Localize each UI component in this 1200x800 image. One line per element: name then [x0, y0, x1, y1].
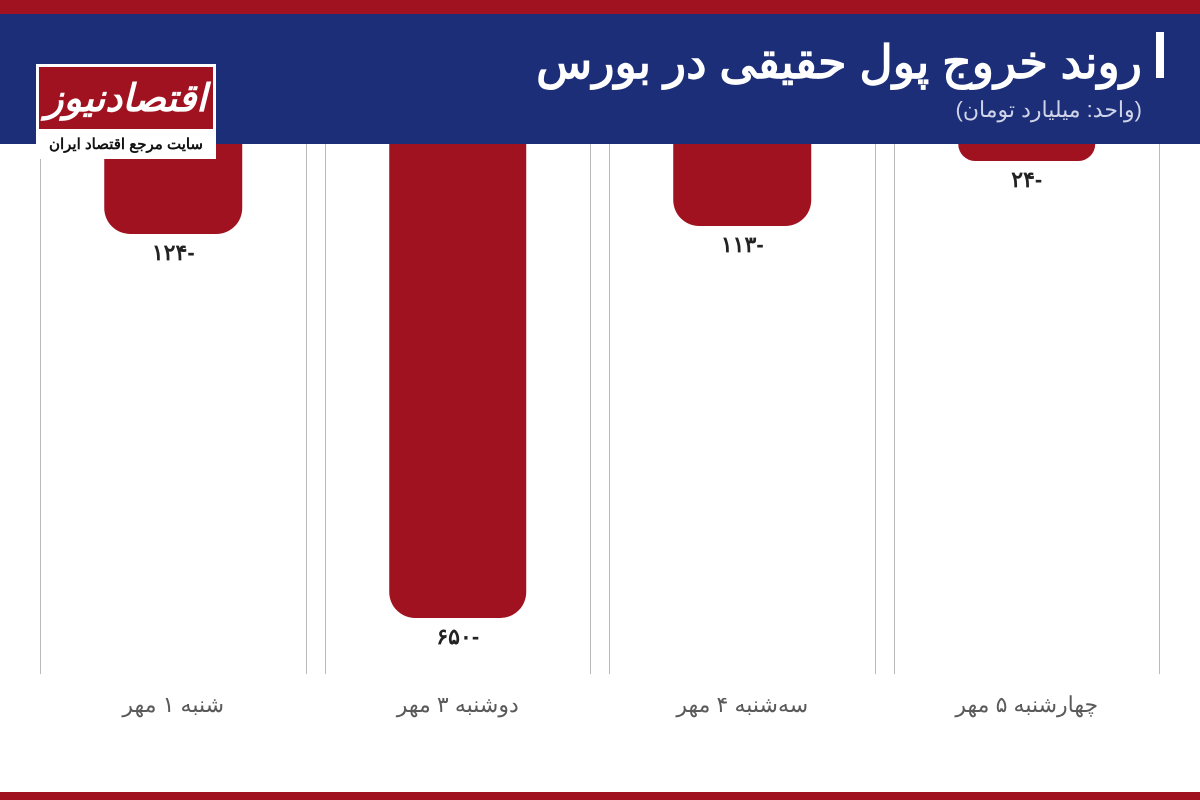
chart-column: -۱۱۳	[609, 144, 876, 734]
bar	[673, 144, 811, 226]
bar-wrap: -۱۱۳	[673, 144, 811, 258]
bar-value-label: -۲۴	[1011, 167, 1042, 193]
bar-wrap: -۶۵۰	[389, 144, 527, 650]
bar-value-label: -۱۱۳	[721, 232, 764, 258]
x-axis-label: دوشنبه ۳ مهر	[325, 674, 592, 734]
bar-value-label: -۶۵۰	[436, 624, 479, 650]
chart-column: -۶۵۰	[325, 144, 592, 734]
bar-wrap: -۱۲۴	[104, 144, 242, 266]
chart-x-axis: شنبه ۱ مهر دوشنبه ۳ مهر سه‌شنبه ۴ مهر چهارش…	[40, 674, 1160, 734]
bottom-accent-strip	[0, 792, 1200, 800]
chart-plot-area: -۱۲۴ -۶۵۰ -۱۱۳ -۲۴ شنبه ۱ مهر دوشنبه ۳ مهر سه…	[0, 144, 1200, 734]
bar	[389, 144, 527, 618]
brand-logo-text: اقتصادنیوز	[45, 76, 207, 121]
chart-columns: -۱۲۴ -۶۵۰ -۱۱۳ -۲۴	[40, 144, 1160, 734]
x-axis-label: سه‌شنبه ۴ مهر	[609, 674, 876, 734]
bar-wrap: -۲۴	[958, 144, 1096, 193]
brand-logo: اقتصادنیوز سایت مرجع اقتصاد ایران	[36, 64, 216, 159]
title-accent-bar	[1156, 32, 1164, 78]
chart-header: روند خروج پول حقیقی در بورس (واحد: میلیا…	[0, 14, 1200, 144]
bar-value-label: -۱۲۴	[152, 240, 195, 266]
x-axis-label: شنبه ۱ مهر	[40, 674, 307, 734]
bar	[958, 144, 1096, 161]
brand-tagline: سایت مرجع اقتصاد ایران	[36, 132, 216, 159]
chart-column: -۲۴	[894, 144, 1161, 734]
top-accent-strip	[0, 0, 1200, 14]
chart-title: روند خروج پول حقیقی در بورس	[536, 39, 1142, 85]
brand-logo-plate: اقتصادنیوز	[36, 64, 216, 132]
chart-column: -۱۲۴	[40, 144, 307, 734]
x-axis-label: چهارشنبه ۵ مهر	[894, 674, 1161, 734]
